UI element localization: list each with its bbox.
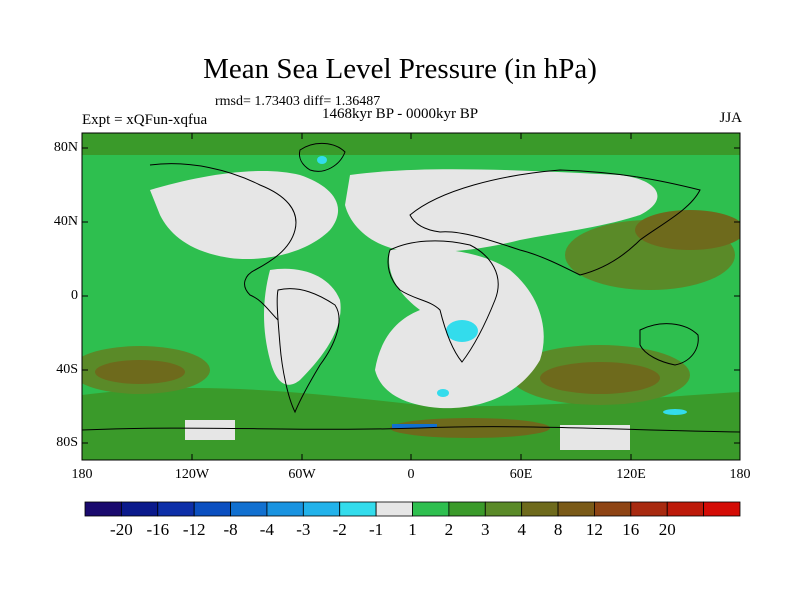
lat-label-80n: 80N xyxy=(53,140,78,155)
colorbar-swatch-2 xyxy=(157,501,195,517)
field-greenland-low xyxy=(317,156,327,164)
coast-north-america xyxy=(149,163,297,321)
lon-label-180e: 180 xyxy=(729,467,751,482)
colorbar-swatch-3 xyxy=(193,501,231,517)
field-south-atlantic-low xyxy=(437,389,449,397)
colorbar-swatch-12 xyxy=(521,501,559,517)
field-indian-ocean-core xyxy=(540,362,660,394)
field-eurasia-neutral xyxy=(345,169,658,252)
field-north-america-neutral xyxy=(150,170,339,260)
colorbar-swatch-7 xyxy=(339,501,377,517)
lat-ticks xyxy=(82,147,740,444)
coast-south-america xyxy=(276,288,340,414)
colorbar-label: 16 xyxy=(622,520,640,539)
coast-africa xyxy=(387,240,499,363)
field-weddell-low xyxy=(392,424,437,428)
field-arctic-band xyxy=(82,133,740,155)
colorbar-label: 20 xyxy=(658,520,676,539)
colorbar-label: 12 xyxy=(585,520,603,539)
colorbar-label: 8 xyxy=(553,520,563,539)
colorbar-label: -1 xyxy=(369,520,384,539)
field-south-america-neutral xyxy=(264,268,341,385)
period-label: 1468kyr BP - 0000kyr BP xyxy=(321,106,479,122)
field-ross-sea-low xyxy=(663,409,687,415)
field-west-pacific-core xyxy=(635,210,740,250)
colorbar-label: 4 xyxy=(517,520,526,539)
colorbar-swatch-14 xyxy=(594,501,632,517)
colorbar-label: 1 xyxy=(408,520,417,539)
colorbar-swatch-5 xyxy=(266,501,304,517)
colorbar-swatch-13 xyxy=(557,501,595,517)
colorbar-label: -20 xyxy=(110,520,133,539)
lon-label-60e: 60E xyxy=(509,467,533,482)
field-antarctic-coast-high xyxy=(390,418,550,438)
coast-greenland xyxy=(299,143,346,172)
coast-australia xyxy=(639,323,699,366)
field-south-pacific-core xyxy=(95,360,185,384)
colorbar-swatch-0 xyxy=(84,501,122,517)
season-label: JJA xyxy=(719,110,742,126)
colorbar-label: -2 xyxy=(332,520,347,539)
coast-eurasia xyxy=(409,169,701,276)
field-antarctic-neutral-a xyxy=(185,420,235,440)
colorbar xyxy=(84,501,741,517)
colorbar-swatch-6 xyxy=(302,501,341,517)
lat-label-40s: 40S xyxy=(56,362,78,377)
stats-label: rmsd= 1.73403 diff= 1.36487 xyxy=(215,94,381,109)
lon-ticks xyxy=(191,133,632,460)
experiment-label: Expt = xQFun-xqfua xyxy=(82,112,208,128)
colorbar-swatch-11 xyxy=(484,501,523,517)
colorbar-label: -8 xyxy=(223,520,238,539)
lon-label-0: 0 xyxy=(407,467,415,482)
colorbar-label: -16 xyxy=(146,520,170,539)
colorbar-label: 3 xyxy=(481,520,490,539)
colorbar-label: -12 xyxy=(182,520,206,539)
colorbar-label: -3 xyxy=(296,520,311,539)
lat-label-0: 0 xyxy=(71,288,78,303)
colorbar-swatch-10 xyxy=(448,501,486,517)
colorbar-swatch-16 xyxy=(666,501,705,517)
colorbar-swatch-1 xyxy=(120,501,159,517)
colorbar-label: -4 xyxy=(259,520,274,539)
lat-label-40n: 40N xyxy=(53,214,78,229)
colorbar-swatch-8 xyxy=(375,501,413,517)
pressure-field xyxy=(82,133,740,460)
plot-title: Mean Sea Level Pressure (in hPa) xyxy=(203,53,597,85)
lon-label-120e: 120E xyxy=(616,467,646,482)
lat-label-80s: 80S xyxy=(56,435,78,450)
coastlines xyxy=(82,143,740,433)
coast-antarctica xyxy=(82,426,740,433)
colorbar-swatch-4 xyxy=(230,501,268,517)
colorbar-label: 2 xyxy=(444,520,454,539)
field-southern-africa-low xyxy=(446,320,478,342)
lon-label-180w: 180 xyxy=(71,467,93,482)
colorbar-swatch-15 xyxy=(630,501,668,517)
lon-label-60w: 60W xyxy=(288,467,316,482)
colorbar-swatch-9 xyxy=(412,501,450,517)
colorbar-swatch-17 xyxy=(703,501,741,517)
lon-label-120w: 120W xyxy=(174,467,210,482)
